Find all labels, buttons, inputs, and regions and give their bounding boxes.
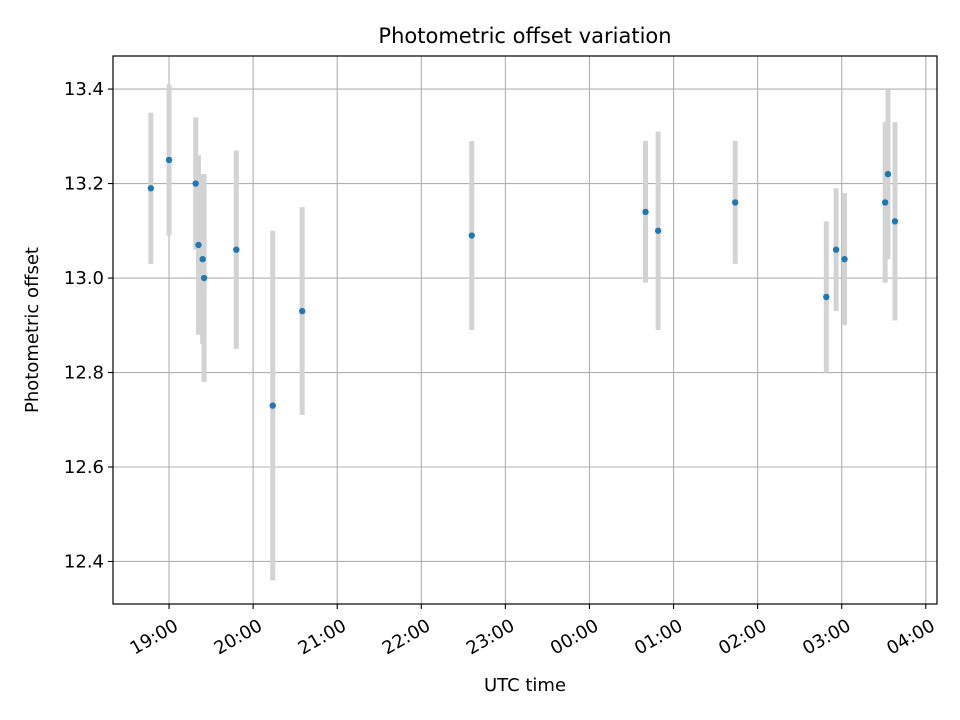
data-point [269,402,276,409]
data-point [195,241,202,249]
data-point [654,227,662,234]
plot-frame [112,55,938,605]
y-tick-label: 12.6 [64,457,104,478]
y-tick-label: 13.4 [64,79,104,100]
data-point [841,255,848,263]
y-tick-label: 12.8 [64,363,104,384]
data-point [832,246,840,253]
data-point [233,246,240,253]
data-point [642,208,649,216]
data-point [200,274,208,282]
y-tick-label: 13.2 [64,174,104,195]
data-point [823,293,830,301]
data-point [468,232,475,239]
data-point [147,185,155,192]
data-point [891,218,899,225]
y-axis-title: Photometric offset [22,247,43,413]
y-tick-label: 12.4 [64,551,104,572]
point-layer [147,156,899,409]
data-point [884,170,892,178]
data-point [192,180,199,187]
x-axis-title: UTC time [484,675,566,696]
data-point [298,307,306,315]
data-point [732,199,739,206]
grid-layer [113,56,937,604]
y-tick-label: 13.0 [64,268,104,289]
data-point [199,255,206,263]
chart-title: Photometric offset variation [378,24,671,48]
data-point [881,199,889,206]
data-point [165,156,173,164]
